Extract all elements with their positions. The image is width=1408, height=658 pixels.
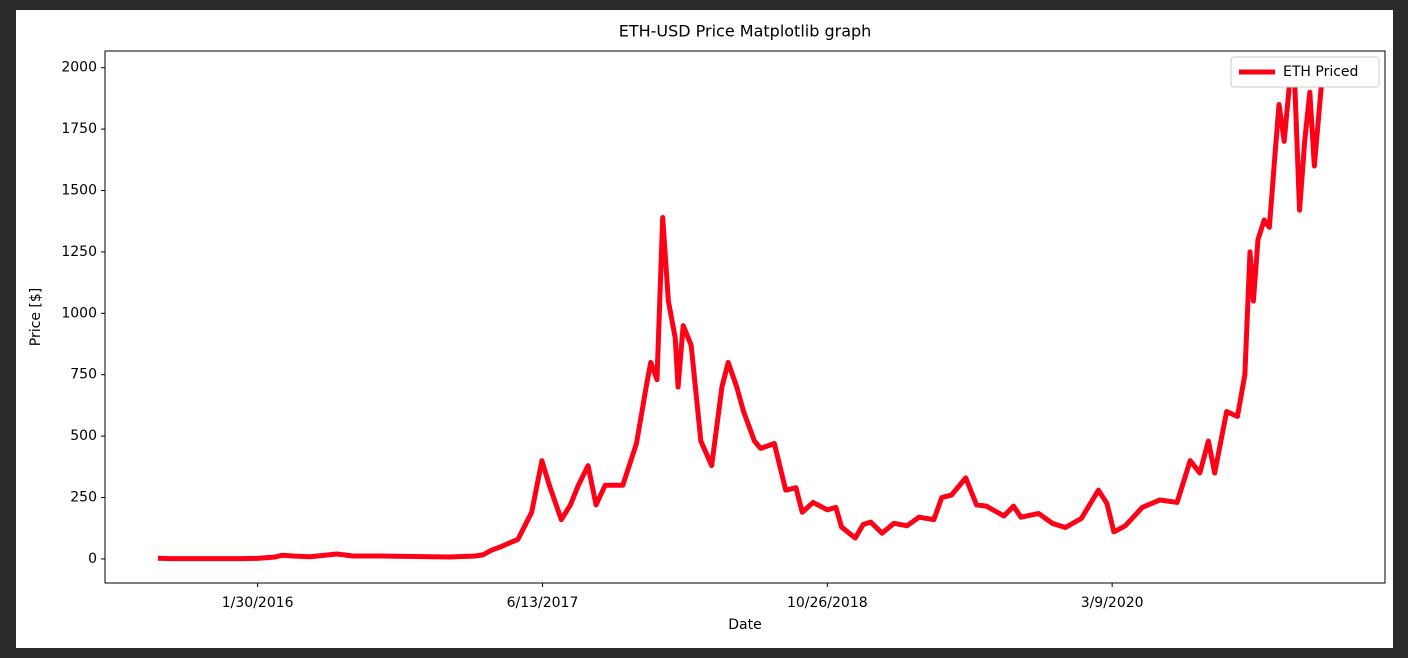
chart-title: ETH-USD Price Matplotlib graph [619,22,872,41]
y-tick-label: 0 [88,551,97,567]
y-tick-label: 250 [70,490,97,506]
y-tick-label: 2000 [61,60,97,76]
price-line [157,67,1326,562]
y-tick-label: 1000 [61,305,97,321]
x-tick-label: 3/9/2020 [1081,595,1144,611]
plot-frame [104,50,1386,584]
x-axis-label: Date [728,617,761,633]
y-tick-label: 750 [70,367,97,383]
legend-box [1230,56,1380,88]
figure-background [16,10,1393,648]
x-tick-label: 10/26/2018 [787,595,868,611]
y-tick-label: 1500 [61,183,97,199]
y-tick-label: 1250 [61,244,97,260]
y-axis-label: Price [$] [28,288,44,346]
legend-label: ETH Priced [1283,64,1358,80]
y-tick-label: 1750 [61,121,97,137]
x-tick-label: 6/13/2017 [507,595,579,611]
y-tick-label: 500 [70,428,97,444]
x-tick-label: 1/30/2016 [222,595,294,611]
